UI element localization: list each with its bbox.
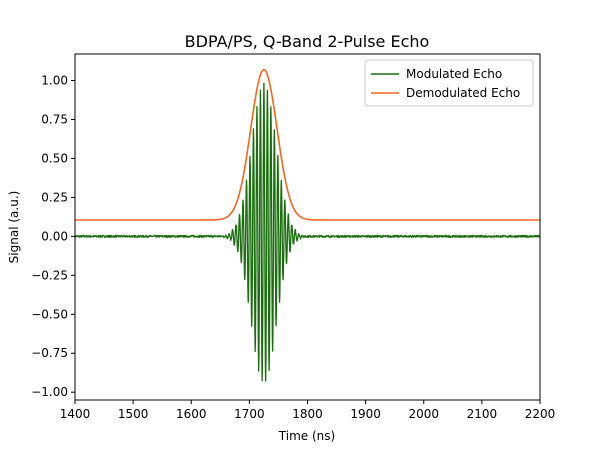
legend: Modulated Echo Demodulated Echo: [364, 59, 534, 107]
x-tick-label: 1400: [60, 407, 91, 421]
x-tick-label: 1500: [118, 407, 149, 421]
x-tick-label: 1900: [350, 407, 381, 421]
legend-label: Demodulated Echo: [406, 86, 520, 100]
y-tick-label: 0.00: [41, 229, 68, 243]
y-axis-label: Signal (a.u.): [7, 191, 21, 264]
legend-box: [364, 59, 534, 107]
y-tick-label: −0.25: [31, 268, 68, 282]
x-tick-label: 2100: [467, 407, 498, 421]
x-tick-label: 2200: [525, 407, 556, 421]
y-tick-label: 0.75: [41, 112, 68, 126]
x-tick-label: 1700: [234, 407, 265, 421]
y-tick-label: 1.00: [41, 73, 68, 87]
y-tick-label: −0.50: [31, 307, 68, 321]
series-line: [75, 82, 540, 382]
x-axis-label: Time (ns): [278, 429, 335, 443]
y-axis: −1.00 −0.75 −0.50 −0.25 0.00 0.25 0.50 0.75 1.00: [31, 73, 75, 399]
x-tick-label: 1800: [292, 407, 323, 421]
series-layer: [75, 68, 540, 382]
y-tick-label: 0.50: [41, 151, 68, 165]
legend-label: Modulated Echo: [406, 67, 502, 81]
y-tick-label: −1.00: [31, 385, 68, 399]
x-tick-label: 2000: [408, 407, 439, 421]
chart-title: BDPA/PS, Q-Band 2-Pulse Echo: [185, 32, 430, 51]
series-line: [75, 68, 540, 221]
x-axis: 1400 1500 1600 1700 1800 1900 2000 2100 2200: [60, 400, 556, 421]
y-tick-label: −0.75: [31, 346, 68, 360]
x-tick-label: 1600: [176, 407, 207, 421]
y-tick-label: 0.25: [41, 190, 68, 204]
